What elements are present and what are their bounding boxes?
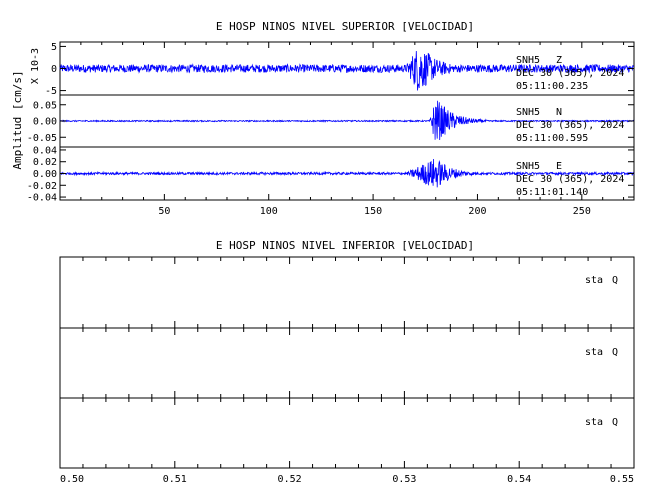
n-waveform-trace: [59, 100, 635, 141]
y-tick-label: -0.02: [27, 181, 57, 192]
n-time: 05:11:00.595: [516, 133, 588, 144]
n-station-code: SNH5: [516, 107, 540, 118]
y-tick-label: 0.00: [33, 117, 57, 128]
x-tick-label: 0.53: [392, 474, 416, 485]
z-component-panel: -5 0 5 SNH5 Z DEC 30 (365), 2024 05:11:00.…: [45, 41, 635, 97]
x-tick-label: 0.55: [610, 474, 634, 485]
e-component-panel: -0.04-0.020.000.020.04 SNH5 E DEC 30 (36…: [27, 145, 635, 204]
x-tick-label: 100: [260, 206, 278, 217]
bottom-panel-3-label: sta: [585, 417, 603, 428]
x-tick-label: 0.50: [60, 474, 84, 485]
x-tick-label: 0.52: [278, 474, 302, 485]
bottom-panel-1-label: sta: [585, 275, 603, 286]
z-waveform-trace: [59, 50, 635, 91]
bottom-figure-title: E HOSP NINOS NIVEL INFERIOR [VELOCIDAD]: [216, 239, 474, 252]
x-tick-label: 50: [158, 206, 170, 217]
top-figure-x-axis: 50 100 150 200 250: [80, 42, 625, 217]
n-date: DEC 30 (365), 2024: [516, 120, 624, 131]
x-tick-label: 250: [573, 206, 591, 217]
bottom-panel-2-label: sta: [585, 347, 603, 358]
e-station-code: SNH5: [516, 161, 540, 172]
bottom-panel-1-channel: Q: [612, 275, 618, 286]
bottom-panel-2: sta Q: [59, 327, 635, 399]
z-station-code: SNH5: [516, 55, 540, 66]
bottom-panel-3-channel: Q: [612, 417, 618, 428]
bottom-panel-3-frame: [59, 397, 635, 469]
y-tick-label: 0.05: [33, 100, 57, 111]
z-time: 05:11:00.235: [516, 81, 588, 92]
x-tick-label: 150: [364, 206, 382, 217]
e-panel-y-axis: -0.04-0.020.000.020.04: [27, 145, 634, 204]
e-waveform-trace: [59, 158, 635, 188]
bottom-panel-2-channel: Q: [612, 347, 618, 358]
y-tick-label: 0: [51, 64, 57, 75]
top-figure-ylabel: Amplitud [cm/s]: [11, 70, 24, 169]
bottom-panel-1-frame: [59, 256, 635, 329]
bottom-figure-x-axis: 0.50 0.51 0.52 0.53 0.54 0.55: [59, 257, 635, 485]
y-tick-label: -5: [45, 86, 57, 97]
n-panel-y-axis: -0.05 0.00 0.05: [27, 100, 634, 144]
e-time: 05:11:01.140: [516, 187, 588, 198]
bottom-panel-3: sta Q: [59, 397, 635, 469]
z-panel-scale-label: X 10-3: [30, 48, 41, 84]
n-component-panel: -0.050.000.05 SNH5 N DEC 30 (365), 2024 …: [27, 94, 635, 148]
y-tick-label: 0.04: [33, 145, 57, 156]
n-channel-code: N: [556, 107, 562, 118]
x-tick-label: 0.51: [163, 474, 187, 485]
bottom-panel-1: sta Q: [59, 256, 635, 329]
y-tick-label: 0.02: [33, 157, 57, 168]
z-panel-y-axis: -5 0 5: [45, 42, 634, 97]
top-figure-title: E HOSP NINOS NIVEL SUPERIOR [VELOCIDAD]: [216, 20, 474, 33]
z-channel-code: Z: [556, 55, 562, 66]
e-date: DEC 30 (365), 2024: [516, 174, 624, 185]
y-tick-label: 5: [51, 42, 57, 53]
x-tick-label: 200: [468, 206, 486, 217]
y-tick-label: -0.05: [27, 133, 57, 144]
y-tick-label: -0.04: [27, 193, 57, 204]
e-channel-code: E: [556, 161, 562, 172]
x-tick-label: 0.54: [507, 474, 531, 485]
y-tick-label: 0.00: [33, 169, 57, 180]
bottom-panel-2-frame: [59, 327, 635, 399]
z-date: DEC 30 (365), 2024: [516, 68, 624, 79]
